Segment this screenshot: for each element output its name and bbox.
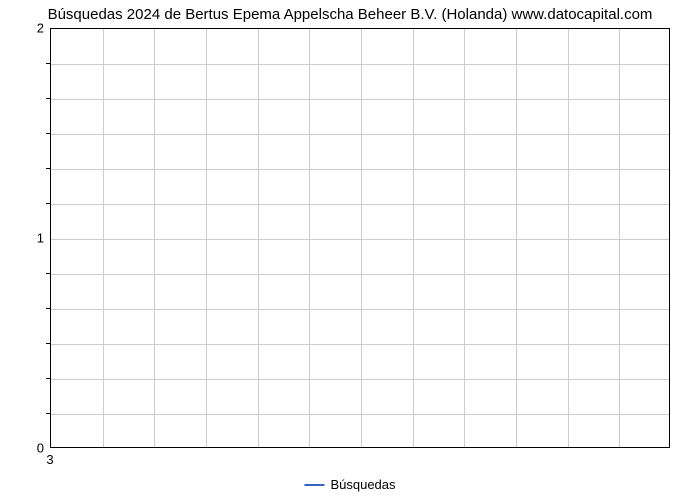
grid-h [51,169,669,170]
y-tick-label: 2 [37,21,44,36]
grid-v [619,29,620,447]
plot-area [50,28,670,448]
legend: Búsquedas [304,477,395,492]
y-tick-label: 0 [37,441,44,456]
grid-h [51,379,669,380]
y-tick-label: 1 [37,231,44,246]
grid-v [361,29,362,447]
grid-h [51,99,669,100]
grid-v [206,29,207,447]
grid-v [413,29,414,447]
chart-title: Búsquedas 2024 de Bertus Epema Appelscha… [48,6,653,23]
grid-v [258,29,259,447]
grid-h [51,274,669,275]
grid-v [464,29,465,447]
y-tick [46,98,50,99]
grid-v [516,29,517,447]
y-tick [46,133,50,134]
legend-line [304,484,324,486]
grid-h [51,239,669,240]
grid-h [51,309,669,310]
grid-v [103,29,104,447]
y-tick [46,308,50,309]
y-tick [46,378,50,379]
y-tick [46,273,50,274]
x-tick-label: 3 [46,452,53,467]
chart-container: Búsquedas 2024 de Bertus Epema Appelscha… [0,0,700,500]
grid-v [154,29,155,447]
y-tick [46,343,50,344]
grid-h [51,204,669,205]
grid-v [568,29,569,447]
y-tick [46,203,50,204]
y-tick [46,168,50,169]
grid-h [51,414,669,415]
y-tick [46,413,50,414]
y-tick [46,63,50,64]
legend-label: Búsquedas [330,477,395,492]
grid-v [309,29,310,447]
grid-h [51,134,669,135]
grid-h [51,344,669,345]
grid-h [51,64,669,65]
